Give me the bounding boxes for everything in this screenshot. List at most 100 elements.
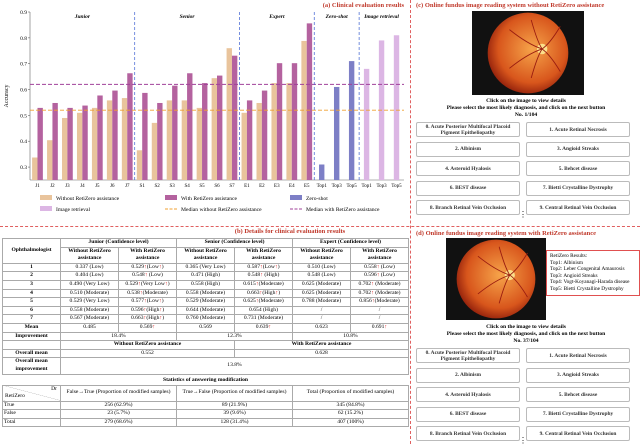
info-line: Click on the image to view details: [486, 324, 566, 330]
cell: 0.644 (Moderate): [176, 305, 235, 316]
x-tick-label: S7: [229, 184, 235, 189]
vessel: [509, 48, 543, 69]
cell: 0.663↑(High↑): [118, 314, 177, 324]
cell: 0.558↑ (Low): [350, 262, 409, 273]
up-arrow: ↑: [144, 263, 147, 270]
group-label: Image retrieval: [363, 14, 399, 20]
x-tick-label: J7: [125, 184, 130, 189]
cell: 0.404 (Low): [60, 271, 119, 281]
cell: Without RetiZero assistance: [60, 340, 235, 350]
cell: 279 (68.6%): [60, 417, 177, 428]
row: 3 0.490 (Very Low) 0.529↑(Very Low↑) 0.558 …: [2, 279, 409, 290]
bar: [32, 157, 38, 180]
option-button[interactable]: 9. Central Retinal Vein Occlusion: [526, 426, 630, 441]
option-button[interactable]: 7. Bietti Crystalline Dystrophy: [526, 180, 630, 196]
cell: 0.596↑ (Low): [350, 271, 409, 281]
panel-title: (c) Online fundus image reading system w…: [416, 2, 605, 9]
option-button[interactable]: 8. Branch Retinal Vein Occlusion: [416, 200, 520, 215]
cell: 6: [2, 305, 61, 316]
vessel: [509, 274, 528, 298]
up-arrow: ↑: [259, 289, 263, 296]
group-label: Expert: [268, 14, 285, 20]
cell: 0.552: [60, 348, 235, 359]
info-line: No. 1/104: [514, 112, 538, 118]
cell: Dr RetiZero: [2, 384, 61, 402]
option-button[interactable]: 4. Asteroid Hyalosis: [416, 161, 520, 176]
option-button[interactable]: 8. Branch Retinal Vein Occlusion: [416, 426, 520, 441]
cell: 0.623: [292, 322, 351, 333]
separator: [410, 0, 411, 444]
option-button[interactable]: 5. Behcet disease: [526, 161, 630, 176]
option-button[interactable]: 6. BEST disease: [416, 406, 520, 422]
x-tick-label: Top3: [332, 184, 343, 189]
cell: 0.510 (Low): [292, 262, 351, 273]
bar: [112, 90, 118, 180]
option-button[interactable]: 1. Acute Retinal Necrosis: [526, 348, 630, 363]
retina: [487, 12, 569, 94]
row: Without RetiZero assistance With RetiZero…: [2, 340, 409, 350]
x-tick-label: E3: [274, 184, 280, 189]
bar: [151, 122, 158, 180]
cell: Mean: [2, 322, 61, 333]
x-tick-label: Top5: [347, 184, 358, 189]
option-button[interactable]: 2. Albinism: [416, 141, 520, 157]
x-tick-label: Top1: [361, 184, 372, 189]
option-button[interactable]: 2. Albinism: [416, 367, 520, 383]
legend-swatch: [165, 195, 177, 200]
cell: 0.731 (Moderate): [234, 314, 293, 324]
option-button[interactable]: 3. Angioid Streaks: [526, 367, 630, 383]
cell: Without RetiZero assistance: [176, 246, 235, 264]
cell: 10.8%: [292, 331, 409, 342]
legend-swatch: [290, 195, 302, 200]
option-button[interactable]: 5. Behcet disease: [526, 387, 630, 402]
cell: 0.365 (Very Low): [176, 262, 235, 273]
separator: [0, 226, 640, 227]
vessel: [477, 274, 510, 295]
vessel: [498, 274, 511, 304]
vessel: [477, 255, 510, 276]
fundus-image[interactable]: [446, 238, 546, 320]
up-arrow: ↑: [144, 272, 148, 279]
cell: 12.3%: [176, 331, 293, 342]
info-line: Please select the most likely diagnosis,…: [446, 105, 606, 111]
vessel: [541, 48, 561, 72]
x-tick-label: S4: [184, 184, 190, 189]
cell: /: [292, 305, 351, 316]
option-button[interactable]: 9. Central Retinal Vein Occlusion: [526, 200, 630, 215]
fundus-image[interactable]: [472, 11, 584, 95]
up-arrow: ↑: [138, 280, 141, 287]
bar: [172, 85, 178, 180]
cell: With RetiZero assistance: [118, 246, 177, 264]
cell: 0.625 (Moderate): [292, 288, 351, 299]
x-tick-label: J5: [95, 184, 100, 189]
vessel: [541, 26, 561, 50]
option-button[interactable]: 1. Acute Retinal Necrosis: [526, 122, 630, 137]
cell: Expert (Confidence level): [292, 238, 409, 248]
retizero-item: Top5: Bietti Crystalline Dystrophy: [550, 285, 624, 292]
x-tick-label: S1: [140, 184, 146, 189]
bar: [333, 86, 340, 180]
up-arrow: ↑: [260, 263, 263, 270]
bar: [76, 112, 83, 180]
cell: 128 (31.4%): [176, 417, 293, 428]
option-button[interactable]: 0. Acute Posterior Multifocal Placoid Pi…: [416, 348, 520, 363]
option-button[interactable]: 6. BEST disease: [416, 180, 520, 196]
x-tick-label: J6: [110, 184, 115, 189]
row: True 256 (62.9%) 89 (21.9%) 345 (84.8%): [2, 400, 409, 411]
cell: 0.639↑: [234, 322, 293, 333]
reader-panel: (d) Online fundus image reading system w…: [412, 228, 640, 444]
cell: 0.625 (Moderate): [292, 279, 351, 290]
cell: 13.8%: [60, 357, 409, 375]
up-arrow: ↑: [275, 289, 279, 296]
group-label: Senior: [180, 14, 196, 20]
panel-title: (b) Details for clinical evaluation resu…: [234, 228, 346, 235]
panel-title: (d) Online fundus image reading system w…: [416, 230, 596, 237]
cell: 0.628: [234, 348, 409, 359]
option-button[interactable]: 3. Angioid Streaks: [526, 141, 630, 157]
option-button[interactable]: 4. Asteroid Hyalosis: [416, 387, 520, 402]
y-tick-label: 0.9: [20, 10, 27, 16]
option-button[interactable]: 0. Acute Posterior Multifocal Placoid Pi…: [416, 122, 520, 137]
corner-col: Dr: [51, 385, 57, 392]
option-button[interactable]: 7. Bietti Crystalline Dystrophy: [526, 406, 630, 422]
cell: 39 (9.6%): [176, 409, 293, 419]
